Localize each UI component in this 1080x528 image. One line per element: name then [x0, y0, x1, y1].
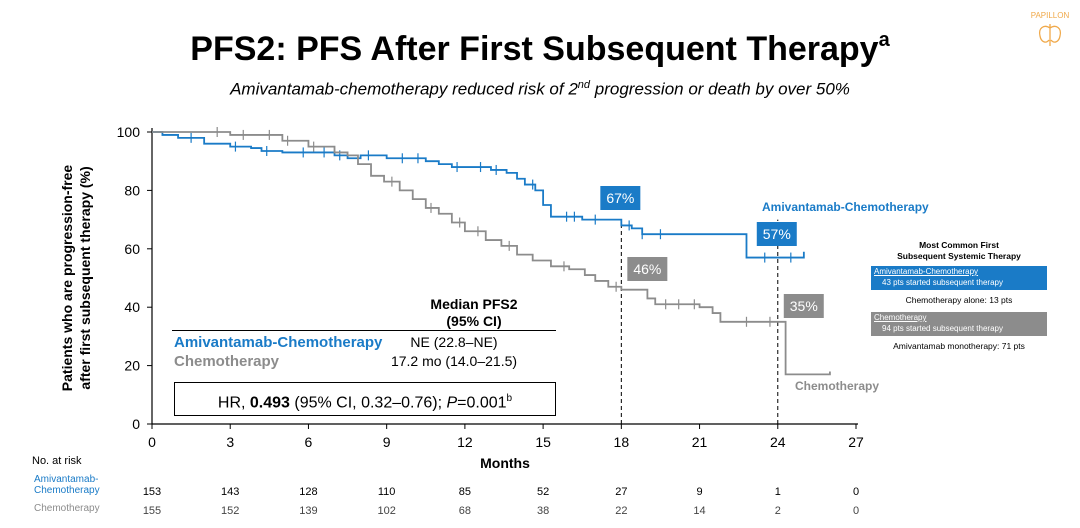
risk-value: 128	[299, 486, 318, 498]
callout-box	[627, 257, 668, 281]
median-row-chemotherapy: Chemotherapy 17.2 mo (14.0–21.5)	[174, 353, 554, 373]
landmark-lines	[620, 219, 779, 424]
km-curve-amivantamab	[152, 131, 805, 259]
risk-value: 1	[774, 486, 781, 498]
risk-table-title: No. at risk	[32, 455, 82, 467]
svg-text:PAPILLON: PAPILLON	[1031, 11, 1070, 20]
x-axis-title: Months	[480, 455, 530, 471]
median-name-amivantamab: Amivantamab-Chemotherapy	[174, 334, 383, 351]
y-tick-label: 60	[124, 241, 140, 257]
panel-group-chemotherapy: Chemotherapy 94 pts started subsequent t…	[871, 312, 1047, 336]
x-tick-label: 21	[692, 434, 708, 450]
panel-note-amivantamab: Chemotherapy alone: 13 pts	[905, 295, 1013, 305]
x-tick-label: 3	[226, 434, 234, 450]
hazard-ratio-box: HR, 0.493 (95% CI, 0.32–0.76); P=0.001b	[174, 382, 556, 416]
risk-value: 153	[142, 486, 162, 498]
y-tick-label: 100	[117, 124, 141, 140]
risk-value: 9	[696, 486, 703, 498]
median-table-rule	[172, 330, 556, 331]
papillon-logo: PAPILLON	[1031, 11, 1070, 46]
y-axis-title-line2: after first subsequent therapy (%)	[77, 166, 93, 389]
series-label-chemotherapy: Chemotherapy	[795, 379, 879, 393]
callout-box	[600, 186, 641, 210]
risk-label-chemotherapy: Chemotherapy	[34, 503, 100, 514]
risk-value: 0	[852, 486, 860, 498]
risk-value: 85	[458, 486, 471, 498]
risk-value: 2	[774, 505, 781, 517]
risk-value: 102	[377, 505, 396, 517]
y-axis-title: Patients who are progression-free after …	[59, 165, 93, 392]
risk-value: 52	[536, 486, 550, 498]
chart-series	[152, 127, 831, 376]
risk-value: 22	[615, 505, 628, 517]
callout-chemotherapy-18: 46%	[627, 257, 668, 281]
risk-value: 14	[693, 505, 706, 517]
callout-chemotherapy-24: 35%	[783, 294, 824, 318]
y-tick-label: 20	[124, 358, 140, 374]
chart-axes: 0 20 40 60 80 100 0 3 6 9 12 15 18 21 24 27	[117, 124, 864, 450]
median-value-amivantamab: NE (22.8–NE)	[410, 334, 498, 350]
x-tick-label: 0	[148, 434, 156, 450]
callout-label: 57%	[763, 226, 791, 242]
risk-value: 38	[536, 505, 550, 517]
x-tick-label: 9	[383, 434, 391, 450]
median-row-amivantamab: Amivantamab-Chemotherapy NE (22.8–NE)	[174, 334, 554, 354]
risk-value: 27	[615, 486, 628, 498]
page-subtitle: Amivantamab-chemotherapy reduced risk of…	[230, 79, 850, 99]
callout-label: 46%	[633, 261, 661, 277]
x-tick-label: 15	[535, 434, 551, 450]
y-tick-label: 40	[124, 299, 140, 315]
callout-label: 35%	[790, 298, 818, 314]
risk-value: 155	[142, 505, 162, 517]
callout-amivantamab-18: 67%	[600, 186, 641, 210]
page-title: PFS2: PFS After First Subsequent Therapy…	[190, 28, 890, 68]
callout-amivantamab-24: 57%	[756, 222, 797, 246]
panel-note-chemotherapy: Amivantamab monotherapy: 71 pts	[893, 341, 1025, 351]
risk-value: 68	[458, 505, 471, 517]
subsequent-therapy-panel: Most Common First Subsequent Systemic Th…	[871, 240, 1047, 352]
x-tick-label: 6	[305, 434, 313, 450]
risk-value: 152	[221, 505, 240, 517]
x-tick-label: 24	[770, 434, 786, 450]
y-tick-label: 0	[132, 416, 140, 432]
y-tick-label: 80	[124, 182, 140, 198]
km-curve-chemotherapy	[152, 131, 831, 376]
callout-box	[783, 294, 824, 318]
risk-label-amivantamab: Amivantamab- Chemotherapy	[34, 474, 100, 496]
callout-box	[756, 222, 797, 246]
risk-value: 0	[852, 505, 860, 517]
x-tick-label: 18	[614, 434, 630, 450]
x-tick-label: 12	[457, 434, 473, 450]
risk-value: 139	[299, 505, 318, 517]
risk-value: 143	[221, 486, 240, 498]
panel-group-amivantamab: Amivantamab-Chemotherapy 43 pts started …	[871, 266, 1047, 290]
median-name-chemotherapy: Chemotherapy	[174, 353, 280, 370]
median-table-header: Median PFS2 (95% CI)	[430, 296, 518, 329]
callout-label: 67%	[606, 190, 634, 206]
panel-title: Most Common First Subsequent Systemic Th…	[897, 240, 1021, 261]
landmark-callouts: 67% 57% 46% 35%	[600, 186, 824, 318]
risk-value: 110	[377, 486, 396, 498]
x-tick-label: 27	[848, 434, 864, 450]
y-axis-title-line1: Patients who are progression-free	[59, 165, 75, 392]
series-label-amivantamab: Amivantamab-Chemotherapy	[762, 200, 929, 214]
median-value-chemotherapy: 17.2 mo (14.0–21.5)	[390, 353, 518, 369]
